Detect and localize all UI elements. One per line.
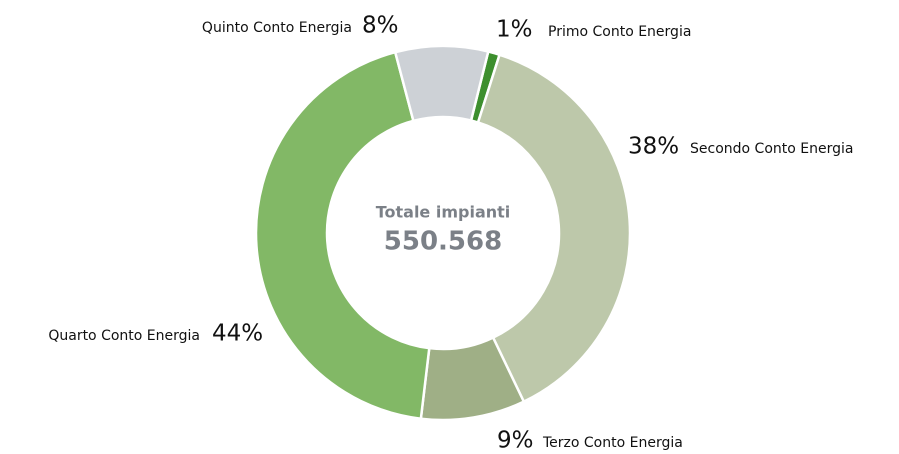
value-label: 1% [496, 17, 533, 43]
category-label: Quarto Conto Energia [48, 328, 200, 344]
donut-segment [393, 44, 490, 123]
category-label: Quinto Conto Energia [202, 20, 352, 36]
category-label: Secondo Conto Energia [690, 141, 853, 157]
category-label: Terzo Conto Energia [542, 435, 683, 451]
value-label: 44% [212, 321, 263, 347]
category-label: Primo Conto Energia [548, 24, 691, 40]
value-label: 9% [497, 428, 534, 454]
center-value: 550.568 [384, 227, 502, 257]
donut-segment [476, 53, 632, 404]
center-title: Totale impianti [376, 203, 511, 222]
value-label: 8% [362, 13, 399, 39]
donut-segment [254, 50, 431, 421]
value-label: 38% [628, 134, 679, 160]
